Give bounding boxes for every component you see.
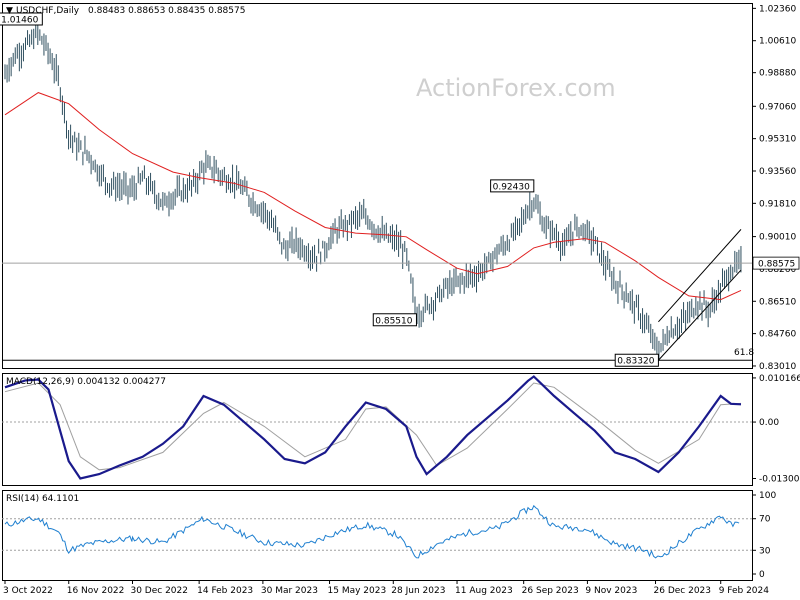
price-annotation-label: 0.85510 bbox=[375, 316, 412, 326]
price-tick-label: 0.91810 bbox=[759, 199, 796, 209]
fib-level-label: 61.8 bbox=[734, 348, 754, 358]
macd-tick-label: 0.010166 bbox=[759, 374, 800, 384]
price-tick-label: 0.86510 bbox=[759, 297, 796, 307]
price-annotation-box bbox=[614, 353, 659, 367]
price-tick-label: 0.88260 bbox=[759, 265, 796, 275]
rsi-line bbox=[4, 504, 740, 559]
macd-tick-label: -0.013006 bbox=[759, 475, 800, 485]
price-annotation-label: 0.92430 bbox=[493, 182, 530, 192]
panel-frames bbox=[2, 3, 753, 581]
price-tick-label: 0.84760 bbox=[759, 330, 796, 340]
x-tick-label: 11 Aug 2023 bbox=[455, 586, 513, 596]
price-annotation-box bbox=[372, 313, 417, 327]
price-annotation-label: 1.01460 bbox=[1, 15, 38, 25]
macd-label: MACD(12,26,9) 0.004132 0.004277 bbox=[6, 377, 166, 387]
price-annotation-box bbox=[0, 12, 43, 26]
x-tick-label: 28 Jun 2023 bbox=[391, 586, 445, 596]
macd-tick-label: 0.00 bbox=[759, 418, 779, 428]
macd-panel: 0.010166 0.00 -0.013006 bbox=[2, 374, 800, 485]
current-price-box bbox=[752, 256, 800, 270]
rsi-tick-label: 70 bbox=[759, 515, 771, 525]
rsi-tick-label: 30 bbox=[759, 546, 771, 556]
panel-frame-2 bbox=[2, 490, 753, 581]
channel-upper-line bbox=[658, 229, 742, 323]
price-bars bbox=[4, 22, 742, 361]
x-tick-label: 15 May 2023 bbox=[328, 586, 387, 596]
channel-lower-line bbox=[658, 269, 742, 361]
x-tick-label: 3 Oct 2022 bbox=[3, 586, 53, 596]
price-tick-label: 0.95310 bbox=[759, 135, 796, 145]
price-tick-label: 0.93560 bbox=[759, 167, 796, 177]
panel-frame-1 bbox=[2, 373, 753, 486]
rsi-panel: 100 70 30 0 bbox=[2, 491, 776, 580]
price-annotation-label: 0.83320 bbox=[617, 357, 654, 367]
price-tick-label: 0.83010 bbox=[759, 362, 796, 372]
price-tick-label: 0.90010 bbox=[759, 233, 796, 243]
macd-line bbox=[4, 375, 742, 480]
x-tick-label: 26 Dec 2023 bbox=[654, 586, 712, 596]
current-price-label: 0.88575 bbox=[758, 260, 795, 270]
macd-signal-line bbox=[4, 382, 742, 471]
x-tick-label: 30 Mar 2023 bbox=[261, 586, 318, 596]
x-tick-label: 14 Feb 2023 bbox=[197, 586, 253, 596]
x-tick-label: 30 Dec 2022 bbox=[130, 586, 188, 596]
symbol-label: USDCHF,Daily bbox=[16, 6, 80, 16]
price-header: ▼ USDCHF,Daily 0.88483 0.88653 0.88435 0… bbox=[6, 6, 245, 16]
price-tick-label: 0.97060 bbox=[759, 102, 796, 112]
x-tick-label: 9 Nov 2023 bbox=[585, 586, 637, 596]
moving-average-line bbox=[4, 92, 742, 301]
x-tick-label: 16 Nov 2022 bbox=[67, 586, 125, 596]
rsi-label: RSI(14) 64.1101 bbox=[6, 494, 79, 504]
price-tick-label: 0.98880 bbox=[759, 69, 796, 79]
x-tick-label: 26 Sep 2023 bbox=[522, 586, 579, 596]
price-panel: 1.02360 1.00610 0.98880 0.97060 0.95310 0.935… bbox=[0, 4, 800, 372]
x-axis: 3 Oct 2022 16 Nov 2022 30 Dec 2022 14 Feb 2… bbox=[3, 580, 769, 596]
x-tick-label: 9 Feb 2024 bbox=[719, 586, 770, 596]
watermark: ActionForex.com bbox=[416, 74, 616, 102]
ohlc-readout: 0.88483 0.88653 0.88435 0.88575 bbox=[88, 6, 245, 16]
price-tick-label: 1.02360 bbox=[759, 4, 796, 14]
rsi-tick-label: 100 bbox=[759, 491, 776, 501]
panel-frame-0 bbox=[2, 3, 753, 369]
rsi-tick-label: 0 bbox=[759, 570, 765, 580]
symbol-collapse-icon[interactable]: ▼ bbox=[6, 6, 13, 16]
price-tick-label: 1.00610 bbox=[759, 37, 796, 47]
price-annotation-box bbox=[490, 179, 535, 193]
